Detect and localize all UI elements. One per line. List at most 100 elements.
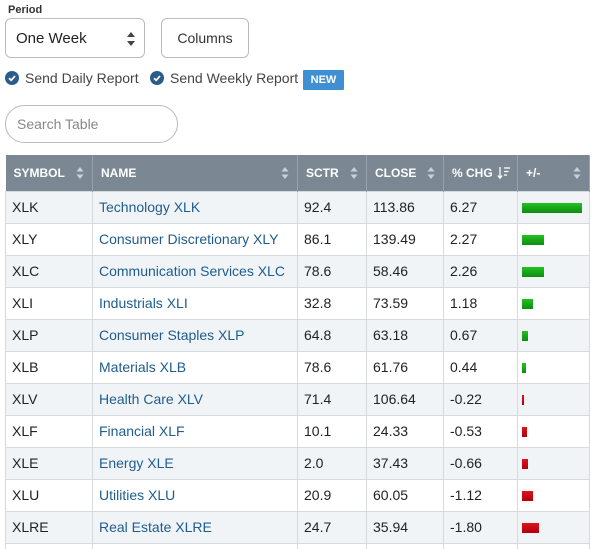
table-row[interactable]: XLY Consumer Discretionary XLY 86.1 139.49 2…: [5, 222, 590, 256]
symbol-cell: XLF: [5, 414, 93, 448]
sort-icon: [281, 167, 289, 179]
change-bar-cell: [517, 318, 590, 352]
pct-chg-cell: 0.67: [443, 318, 518, 352]
name-link[interactable]: Consumer Staples XLP: [92, 318, 298, 352]
sctr-cell: 92.4: [297, 190, 367, 224]
symbol-cell: XLI: [5, 286, 93, 320]
column-header-pct-chg[interactable]: % CHG: [443, 155, 518, 191]
table-row[interactable]: XLV Health Care XLV 71.4 106.64 -0.22: [5, 382, 590, 416]
close-cell: 24.33: [366, 414, 444, 448]
change-bar-cell: [517, 286, 590, 320]
period-select[interactable]: One Week: [5, 18, 145, 58]
pct-chg-cell: 2.27: [443, 222, 518, 256]
send-weekly-report-label: Send Weekly Report: [170, 70, 299, 86]
column-header-label: SCTR: [306, 165, 339, 180]
check-circle-icon: [150, 71, 164, 85]
symbol-cell: XLB: [5, 350, 93, 384]
name-link[interactable]: Technology XLK: [92, 190, 298, 224]
send-daily-report-toggle[interactable]: Send Daily Report: [5, 70, 139, 86]
positive-change-bar: [522, 298, 533, 309]
positive-change-bar: [522, 362, 526, 373]
send-weekly-report-toggle[interactable]: Send Weekly Report: [150, 70, 298, 86]
sort-icon: [350, 167, 358, 179]
pct-chg-cell: -0.66: [443, 446, 518, 480]
sort-descending-icon: [497, 167, 510, 180]
pct-chg-cell: -0.22: [443, 382, 518, 416]
sort-icon: [573, 167, 581, 179]
column-header-plus-minus[interactable]: +/-: [517, 155, 590, 191]
change-bar-cell: [517, 414, 590, 448]
change-bar-cell: [517, 254, 590, 288]
name-link[interactable]: Real Estate XLRE: [92, 510, 298, 544]
sctr-cell: 2.0: [297, 446, 367, 480]
close-cell: 35.94: [366, 510, 444, 544]
name-link[interactable]: Communication Services XLC: [92, 254, 298, 288]
pct-chg-cell: -1.12: [443, 478, 518, 512]
sctr-cell: 10.1: [297, 414, 367, 448]
name-link[interactable]: Utilities XLU: [92, 478, 298, 512]
columns-button[interactable]: Columns: [161, 18, 249, 58]
close-cell: 58.46: [366, 254, 444, 288]
sctr-cell: 24.7: [297, 510, 367, 544]
column-header-name[interactable]: NAME: [92, 155, 298, 191]
change-bar-cell: [517, 190, 590, 224]
column-header-close[interactable]: CLOSE: [366, 155, 444, 191]
close-cell: 139.49: [366, 222, 444, 256]
positive-change-bar: [522, 266, 544, 277]
check-circle-icon: [5, 71, 19, 85]
table-row[interactable]: XLK Technology XLK 92.4 113.86 6.27: [5, 190, 590, 224]
name-link[interactable]: Industrials XLI: [92, 286, 298, 320]
symbol-cell: XLE: [5, 446, 93, 480]
negative-change-bar: [522, 426, 527, 437]
positive-change-bar: [522, 330, 528, 341]
close-cell: 60.05: [366, 478, 444, 512]
symbol-cell: XLV: [5, 382, 93, 416]
table-row[interactable]: XLI Industrials XLI 32.8 73.59 1.18: [5, 286, 590, 320]
column-header-label: +/-: [526, 165, 541, 180]
pct-chg-cell: 1.18: [443, 286, 518, 320]
symbol-cell: XLC: [5, 254, 93, 288]
search-table-input[interactable]: [5, 105, 178, 143]
table-row[interactable]: XLB Materials XLB 78.6 61.76 0.44: [5, 350, 590, 384]
name-link[interactable]: Health Care XLV: [92, 382, 298, 416]
symbol-cell: XLP: [5, 318, 93, 352]
table-row[interactable]: XLRE Real Estate XLRE 24.7 35.94 -1.80: [5, 510, 590, 544]
table-row[interactable]: XLU Utilities XLU 20.9 60.05 -1.12: [5, 478, 590, 512]
change-bar-cell: [517, 478, 590, 512]
sctr-cell: 64.8: [297, 318, 367, 352]
symbol-cell: XLK: [5, 190, 93, 224]
sort-icon: [427, 167, 435, 179]
name-link[interactable]: Materials XLB: [92, 350, 298, 384]
sctr-cell: 71.4: [297, 382, 367, 416]
close-cell: 106.64: [366, 382, 444, 416]
column-header-symbol[interactable]: SYMBOL: [5, 155, 93, 191]
positive-change-bar: [522, 234, 544, 245]
close-cell: 73.59: [366, 286, 444, 320]
negative-change-bar: [522, 394, 524, 405]
pct-chg-cell: 2.26: [443, 254, 518, 288]
close-cell: 37.43: [366, 446, 444, 480]
close-cell: 61.76: [366, 350, 444, 384]
up-down-chevron-icon: [127, 32, 135, 46]
close-cell: 63.18: [366, 318, 444, 352]
pct-chg-cell: 6.27: [443, 190, 518, 224]
table-row[interactable]: XLC Communication Services XLC 78.6 58.46 2.…: [5, 254, 590, 288]
table-row[interactable]: XLP Consumer Staples XLP 64.8 63.18 0.67: [5, 318, 590, 352]
column-header-label: SYMBOL: [13, 165, 65, 180]
sort-icon: [76, 167, 84, 179]
change-bar-cell: [517, 510, 590, 544]
sctr-cell: 32.8: [297, 286, 367, 320]
sctr-cell: 20.9: [297, 478, 367, 512]
name-link[interactable]: Financial XLF: [92, 414, 298, 448]
negative-change-bar: [522, 458, 528, 469]
period-label: Period: [8, 4, 43, 16]
column-header-label: NAME: [101, 165, 137, 180]
table-row[interactable]: XLE Energy XLE 2.0 37.43 -0.66: [5, 446, 590, 480]
name-link[interactable]: Consumer Discretionary XLY: [92, 222, 298, 256]
change-bar-cell: [517, 222, 590, 256]
column-header-sctr[interactable]: SCTR: [297, 155, 367, 191]
negative-change-bar: [522, 522, 539, 533]
name-link[interactable]: Energy XLE: [92, 446, 298, 480]
table-row[interactable]: XLF Financial XLF 10.1 24.33 -0.53: [5, 414, 590, 448]
symbol-cell: XLY: [5, 222, 93, 256]
